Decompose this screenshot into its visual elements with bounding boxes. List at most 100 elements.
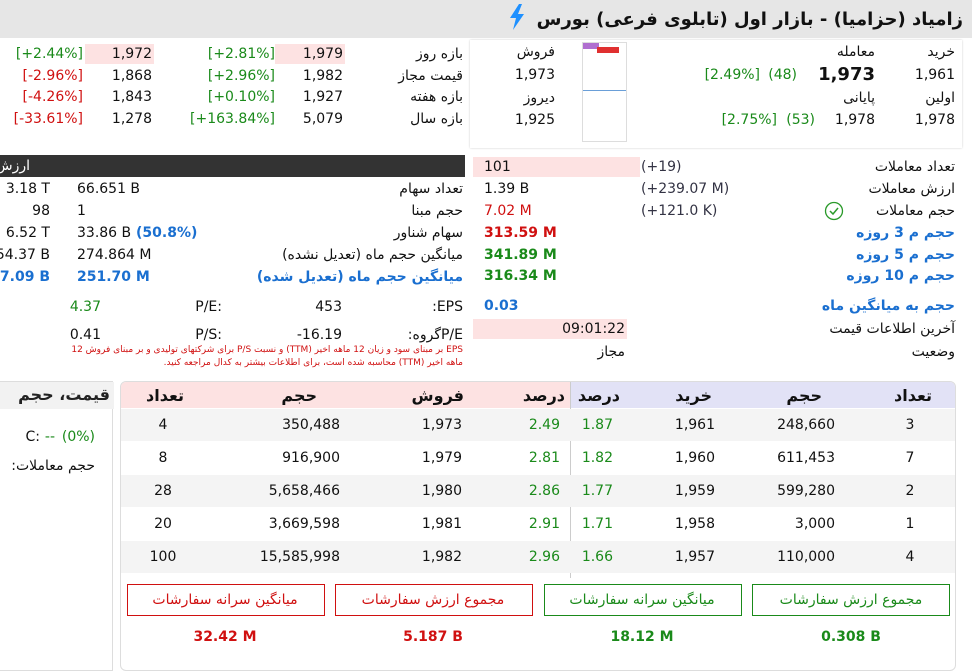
orders-cell: 1,961 (674, 417, 715, 433)
orders-cell: 248,660 (777, 417, 835, 433)
label: پایانی (843, 90, 875, 106)
summary-value: 18.12 M (610, 629, 674, 645)
info-label: میانگین حجم ماه (تعدیل نشده) (282, 247, 463, 263)
orders-cell: 1 (905, 516, 915, 532)
orders-header: حجم (786, 386, 822, 405)
value: 1,978 (914, 112, 955, 128)
summary-box (335, 584, 533, 616)
misc-label: وضعیت (911, 344, 955, 360)
orders-cell: 8 (158, 450, 168, 466)
orders-cell: 1,960 (674, 450, 715, 466)
orders-cell: 1,982 (421, 549, 462, 565)
range-value: 1,278 (111, 111, 152, 128)
highlight (473, 319, 627, 339)
summary-value: 32.42 M (193, 629, 257, 645)
info-label: سهام شناور (393, 225, 463, 241)
page-title: زامیاد (حزامیا) - بازار اول (تابلوی فرعی… (536, 9, 963, 30)
summary-value: 5.187 B (403, 629, 463, 645)
range-pct: [+2.44%] (15, 46, 83, 62)
ratio-label: P/Eگروه: (407, 327, 463, 343)
summary-label: مجموع ارزش سفارشات (361, 592, 505, 608)
range-value: 1,982 (302, 67, 343, 84)
value: 1,973 (514, 67, 555, 83)
range-value: 1,868 (111, 67, 152, 84)
orders-cell: 2.96 (528, 549, 560, 565)
dark-bar (0, 155, 465, 177)
orders-cell: 2.49 (528, 417, 560, 433)
trade-change: (+239.07 M) (641, 181, 730, 197)
info-extra: 3.18 T (5, 181, 50, 197)
info-value: 66.651 B (77, 181, 141, 197)
ratio-note: ماهه اخیر (TTM) محاسبه شده است، برای اطل… (163, 358, 463, 368)
range-pct: [+2.81%] (207, 46, 275, 62)
side-title: قیمت، حجم (18, 385, 110, 404)
orders-cell: 1.66 (581, 549, 613, 565)
info-extra: 37.09 B (0, 269, 50, 285)
orders-header: درصد (522, 386, 565, 405)
lightning-icon (510, 4, 524, 30)
range-value: 1,979 (302, 46, 343, 62)
trade-value: 7.02 M (484, 203, 532, 219)
value: (53) (786, 112, 815, 128)
orders-cell: 4 (158, 417, 168, 433)
info-extra: 6.52 T (5, 225, 50, 241)
orders-sell-header (121, 382, 570, 408)
label: فروش (516, 44, 555, 60)
range-label: قیمت مجاز (398, 67, 463, 84)
row-bg (121, 475, 955, 507)
orders-cell: 1,980 (421, 483, 462, 499)
label: خرید (927, 44, 955, 60)
range-pct: [-4.26%] (22, 89, 83, 106)
orders-cell: 15,585,998 (259, 549, 340, 565)
avg-value: 341.89 M (484, 246, 557, 263)
info-label: میانگین حجم ماه (تعدیل شده) (256, 269, 463, 285)
avg-label: حجم م 10 روزه (846, 268, 955, 284)
orders-cell: 2 (905, 483, 915, 499)
range-value: 1,972 (111, 46, 152, 62)
trade-change: (+121.0 K) (641, 203, 718, 219)
row-bg (121, 541, 955, 573)
ratio-label: P/S: (195, 327, 222, 343)
info-label: تعداد سهام (399, 181, 463, 197)
summary-box (544, 584, 742, 616)
value: 1,961 (914, 67, 955, 83)
orders-cell: 916,900 (282, 450, 340, 466)
quote-panel (470, 40, 962, 148)
orders-header: تعداد (146, 386, 184, 405)
ratio-note: EPS بر مبنای سود و زیان 12 ماهه اخیر (TT… (71, 345, 463, 355)
misc-value: 09:01:22 (562, 321, 625, 337)
ratio-value: -16.19 (296, 327, 342, 343)
orders-cell: 599,280 (777, 483, 835, 499)
orders-cell: 20 (154, 516, 172, 532)
trade-label: تعداد معاملات (874, 159, 955, 175)
orders-cell: 4 (905, 549, 915, 565)
info-value: 274.864 M (77, 247, 152, 263)
side-panel (0, 381, 114, 671)
info-extra: 54.37 B (0, 247, 50, 263)
orders-buy-header (570, 382, 955, 408)
info-value: 251.70 M (77, 269, 150, 285)
ratio-value: 0.41 (69, 327, 101, 343)
orders-cell: 2.86 (528, 483, 560, 499)
misc-label: آخرین اطلاعات قیمت (829, 321, 955, 337)
value: 1,978 (834, 112, 875, 128)
range-pct: [+163.84%] (190, 111, 275, 128)
orders-cell: 1,981 (421, 516, 462, 532)
mini-chart (582, 42, 627, 142)
orders-cell: 1,973 (421, 417, 462, 433)
summary-value: 0.308 B (821, 629, 881, 645)
range-label: بازه سال (410, 111, 463, 128)
orders-cell: 3 (905, 417, 915, 433)
orders-header: تعداد (894, 386, 932, 405)
label: معامله (836, 44, 875, 60)
range-label: بازه هفته (410, 89, 463, 106)
range-pct: [+0.10%] (207, 89, 275, 106)
trade-label: حجم معاملات (875, 203, 955, 219)
ratio-label: P/E: (195, 299, 222, 315)
summary-label: مجموع ارزش سفارشات (779, 592, 923, 608)
label: اولین (925, 90, 955, 106)
orders-header: حجم (281, 386, 317, 405)
range-value: 1,927 (302, 89, 343, 106)
summary-box (127, 584, 325, 616)
value: [2.49%] (704, 67, 760, 83)
